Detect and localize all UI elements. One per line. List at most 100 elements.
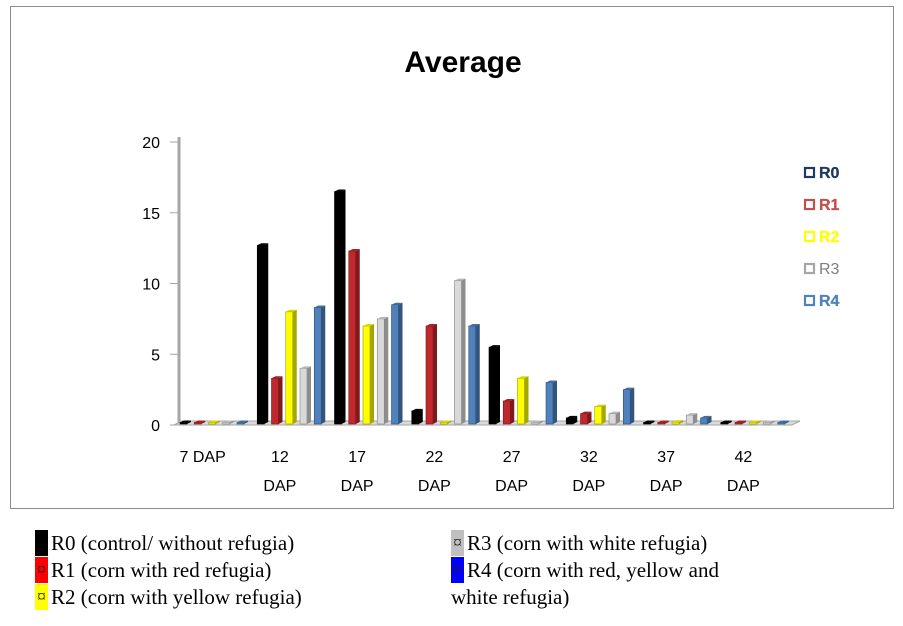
y-tick-label: 5	[151, 347, 160, 364]
x-tick-label-unit: DAP	[495, 478, 528, 495]
bar-r4-42-dap	[777, 420, 789, 425]
bar-r1-42-dap	[734, 420, 746, 425]
caption-text-r3: R3 (corn with white refugia)	[467, 531, 708, 555]
x-tick-label-unit: DAP	[650, 478, 683, 495]
x-tick-label-unit: DAP	[418, 478, 451, 495]
legend-item-r2: R2	[803, 229, 840, 246]
caption-item-r1: ¤ R1 (corn with red refugia)	[35, 557, 271, 583]
legend-label: R3	[819, 261, 840, 278]
caption-text-r4-continued: white refugia)	[451, 585, 570, 609]
bars	[179, 189, 789, 425]
y-tick-label: 20	[142, 135, 160, 152]
legend-item-r4: R4	[803, 293, 840, 310]
x-tick-label: 12	[271, 449, 289, 466]
x-tick-label: 22	[425, 449, 443, 466]
legend-label: R1	[819, 197, 840, 214]
legend-marker	[803, 262, 816, 275]
caption-item-r0: R0 (control/ without refugia)	[35, 530, 294, 556]
x-tick-label: 7 DAP	[180, 449, 226, 466]
bar-r0-22-dap	[411, 408, 423, 425]
caption-item-r3: ¤ R3 (corn with white refugia)	[451, 530, 707, 556]
bar-r3-42-dap	[763, 420, 775, 425]
caption-text-r0: R0 (control/ without refugia)	[51, 531, 295, 555]
bar-r2-42-dap	[748, 420, 761, 425]
bar-r4-17-dap	[391, 302, 403, 425]
caption-text-r1: R1 (corn with red refugia)	[51, 558, 272, 582]
bar-r2-7-dap	[208, 420, 220, 425]
legend-item-r3: R3	[803, 261, 840, 278]
x-tick-label: 37	[657, 449, 675, 466]
bar-r2-12-dap	[285, 309, 297, 425]
bar-r3-17-dap	[376, 316, 389, 425]
x-tick-label: 17	[348, 449, 366, 466]
bar-r1-17-dap	[348, 248, 360, 425]
legend-marker	[803, 198, 816, 211]
bar-r4-27-dap	[545, 380, 557, 425]
x-tick-label-unit: DAP	[727, 478, 760, 495]
bar-r2-27-dap	[517, 376, 529, 425]
caption-item-r4-continued: white refugia)	[451, 584, 569, 610]
bar-chart: Average 0 5 10 15 20 7 DAP 12 DAP 17 DAP 22 DAP 27 D…	[142, 46, 840, 495]
bar-r1-12-dap	[271, 376, 283, 425]
bar-r0-12-dap	[256, 243, 269, 425]
axes: 0 5 10 15 20	[142, 135, 801, 435]
y-tick-label: 15	[142, 206, 160, 223]
caption-swatch-r4: ¤	[451, 557, 464, 583]
bar-r2-17-dap	[362, 323, 374, 425]
legend-label: R2	[819, 229, 840, 246]
bar-r1-37-dap	[657, 420, 669, 425]
x-tick-label: 32	[580, 449, 598, 466]
series-caption: R0 (control/ without refugia) ¤ R1 (corn…	[35, 530, 895, 626]
caption-text-r4: R4 (corn with red, yellow and	[467, 558, 719, 582]
bar-r0-37-dap	[643, 420, 655, 425]
x-tick-label-unit: DAP	[263, 478, 296, 495]
bar-r3-12-dap	[299, 366, 311, 425]
bar-r0-7-dap	[179, 420, 191, 425]
bar-r3-7-dap	[222, 420, 234, 425]
x-tick-label: 42	[734, 449, 752, 466]
x-tick-label-unit: DAP	[572, 478, 605, 495]
x-axis-tick-labels: 7 DAP 12 DAP 17 DAP 22 DAP 27 DAP 32 DAP 37 DAP 42 DAP	[180, 449, 760, 495]
caption-text-r2: R2 (corn with yellow refugia)	[51, 585, 302, 609]
bar-r4-7-dap	[236, 420, 248, 425]
bar-r0-27-dap	[488, 345, 500, 425]
y-tick-label: 0	[151, 418, 160, 435]
legend-label: R4	[819, 293, 840, 310]
x-tick-label-unit: DAP	[341, 478, 374, 495]
bar-r3-37-dap	[685, 413, 698, 425]
bar-r3-27-dap	[531, 420, 543, 425]
caption-swatch-r1: ¤	[35, 557, 48, 583]
bar-r3-22-dap	[454, 278, 466, 425]
bar-r4-12-dap	[313, 305, 326, 425]
legend-item-r0: R0	[803, 165, 840, 182]
bar-r4-22-dap	[468, 323, 480, 425]
bar-r3-32-dap	[608, 411, 620, 425]
bar-r2-37-dap	[671, 420, 683, 425]
bar-r2-32-dap	[594, 404, 606, 425]
legend-label: R0	[819, 165, 840, 182]
legend-marker	[803, 294, 816, 307]
bar-r1-22-dap	[425, 323, 437, 425]
bar-r0-42-dap	[720, 420, 732, 425]
caption-swatch-r3: ¤	[451, 530, 464, 556]
caption-item-r2: ¤ R2 (corn with yellow refugia)	[35, 584, 302, 610]
bar-r2-22-dap	[439, 420, 452, 425]
caption-swatch-r0	[35, 530, 48, 556]
y-tick-label: 10	[142, 277, 160, 294]
caption-swatch-r2: ¤	[35, 584, 48, 610]
x-tick-label: 27	[503, 449, 521, 466]
bar-r1-27-dap	[502, 398, 515, 425]
bar-r1-32-dap	[580, 411, 592, 425]
legend-marker	[803, 230, 816, 243]
legend-item-r1: R1	[803, 197, 840, 214]
caption-item-r4: ¤ R4 (corn with red, yellow and	[451, 557, 719, 583]
legend-marker	[803, 166, 816, 179]
legend: R0 R1 R2 R3 R4	[803, 165, 840, 310]
chart-title: Average	[404, 46, 521, 79]
bar-r0-17-dap	[334, 189, 346, 425]
bar-r4-32-dap	[622, 387, 635, 425]
chart-frame: Average 0 5 10 15 20 7 DAP 12 DAP 17 DAP 22 DAP 27 D…	[10, 6, 894, 509]
bar-r0-32-dap	[565, 415, 578, 425]
bar-r1-7-dap	[193, 420, 206, 425]
bar-r4-37-dap	[700, 415, 712, 425]
